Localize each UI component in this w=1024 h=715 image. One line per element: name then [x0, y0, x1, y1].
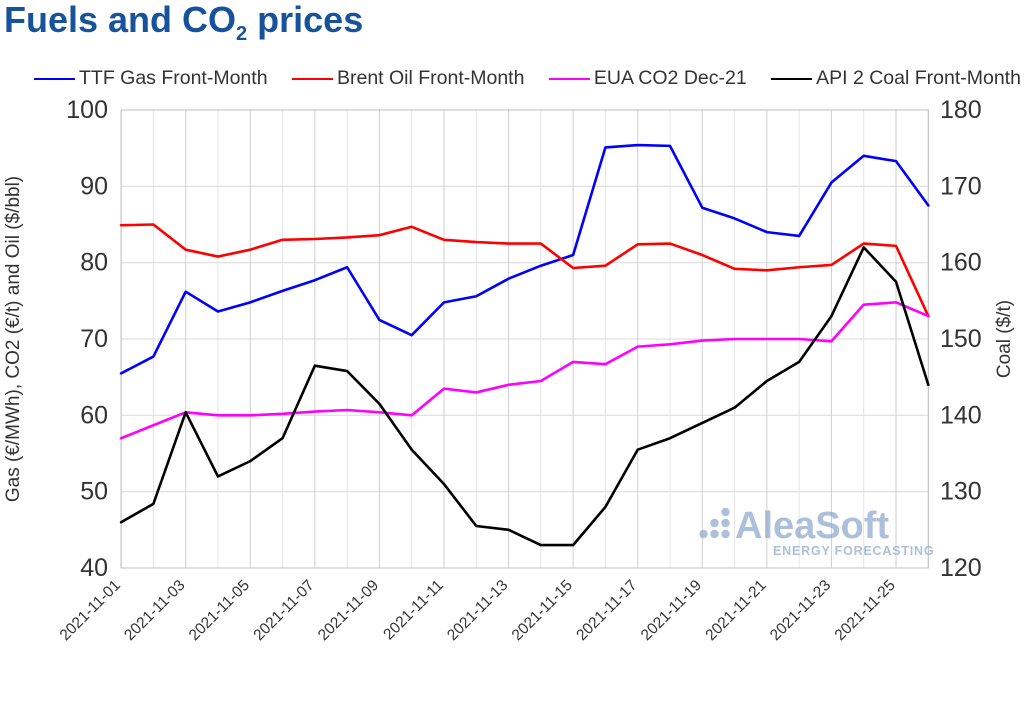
svg-text:2021-11-11: 2021-11-11 — [380, 577, 446, 643]
svg-text:2021-11-05: 2021-11-05 — [186, 577, 253, 644]
svg-text:120: 120 — [940, 554, 982, 582]
svg-text:2021-11-21: 2021-11-21 — [702, 577, 769, 644]
svg-text:2021-11-25: 2021-11-25 — [832, 577, 899, 644]
svg-text:AleaSoft: AleaSoft — [735, 505, 889, 547]
svg-text:180: 180 — [940, 96, 982, 124]
svg-text:2021-11-01: 2021-11-01 — [57, 577, 124, 644]
svg-text:130: 130 — [940, 478, 982, 506]
svg-text:150: 150 — [940, 325, 982, 353]
svg-text:Coal ($/t): Coal ($/t) — [994, 300, 1015, 378]
svg-text:2021-11-09: 2021-11-09 — [315, 577, 382, 644]
svg-text:60: 60 — [80, 401, 108, 429]
svg-text:2021-11-17: 2021-11-17 — [573, 577, 640, 644]
svg-text:80: 80 — [80, 249, 108, 277]
svg-text:90: 90 — [80, 172, 108, 200]
svg-text:170: 170 — [940, 172, 982, 200]
svg-text:100: 100 — [66, 96, 108, 124]
svg-text:2021-11-23: 2021-11-23 — [767, 577, 834, 644]
svg-text:Gas (€/MWh), CO2 (€/t) and Oil: Gas (€/MWh), CO2 (€/t) and Oil ($/bbl) — [3, 176, 24, 502]
svg-text:ENERGY FORECASTING: ENERGY FORECASTING — [773, 544, 934, 558]
svg-text:40: 40 — [80, 554, 108, 582]
svg-text:2021-11-07: 2021-11-07 — [250, 577, 317, 644]
svg-text:2021-11-15: 2021-11-15 — [509, 577, 576, 644]
svg-text:2021-11-03: 2021-11-03 — [121, 577, 188, 644]
svg-text:140: 140 — [940, 401, 982, 429]
svg-text:2021-11-19: 2021-11-19 — [638, 577, 705, 644]
svg-text:2021-11-13: 2021-11-13 — [444, 577, 511, 644]
svg-text:70: 70 — [80, 325, 108, 353]
svg-text:50: 50 — [80, 478, 108, 506]
svg-text:160: 160 — [940, 249, 982, 277]
